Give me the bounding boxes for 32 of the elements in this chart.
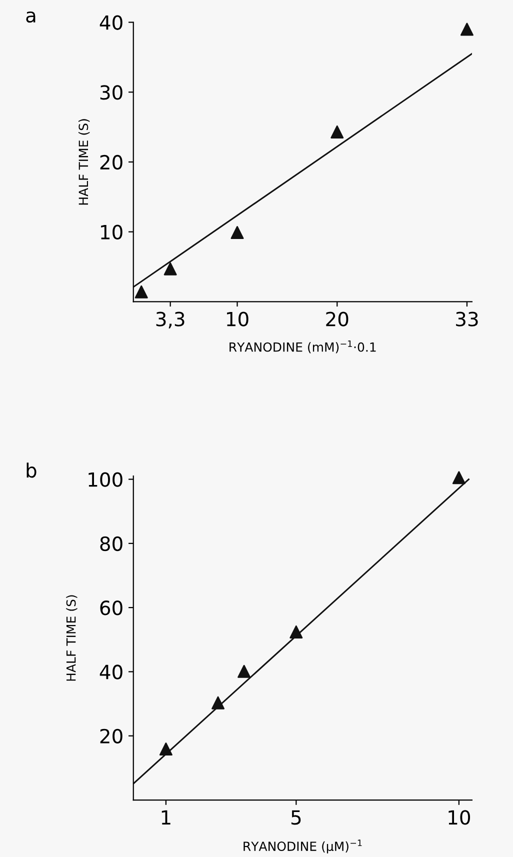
y-tick-label: 80 [100, 536, 122, 552]
point [290, 625, 303, 638]
chart-title: a [26, 11, 36, 23]
point [164, 262, 177, 276]
x-tick-label: 10 [448, 810, 470, 825]
point [159, 742, 172, 756]
y-axis-title: HALF TIME (S) [66, 595, 78, 681]
x-tick-label: 10 [227, 312, 248, 326]
point [238, 664, 251, 678]
y-axis-title: HALF TIME (S) [78, 119, 90, 205]
point [330, 125, 344, 138]
y-tick-label: 60 [100, 600, 122, 616]
y-tick-label: 10 [101, 224, 122, 240]
point [212, 696, 225, 710]
x-axis-title: RYANODINE (µM)$^{−1}$ [244, 840, 362, 854]
point [230, 226, 244, 240]
x-tick-label: 1 [162, 810, 170, 825]
x-tick-label: 33 [456, 312, 478, 326]
x-tick-label: 20 [326, 312, 348, 326]
y-tick-label: 30 [100, 85, 122, 100]
y-tick-label: 100 [88, 472, 122, 487]
y-tick-label: 40 [100, 664, 122, 680]
x-tick-label: 5 [291, 810, 301, 825]
chart-title: b [26, 462, 36, 478]
x-axis-title: RYANODINE (mM)$^{−1}$·0.1 [230, 340, 376, 354]
y-tick-label: 20 [100, 154, 122, 170]
point [460, 22, 474, 36]
x-tick-label: 3,3 [156, 312, 184, 328]
y-tick-label: 40 [100, 15, 122, 30]
y-tick-label: 20 [100, 728, 122, 744]
point [452, 471, 466, 484]
point [134, 285, 148, 298]
